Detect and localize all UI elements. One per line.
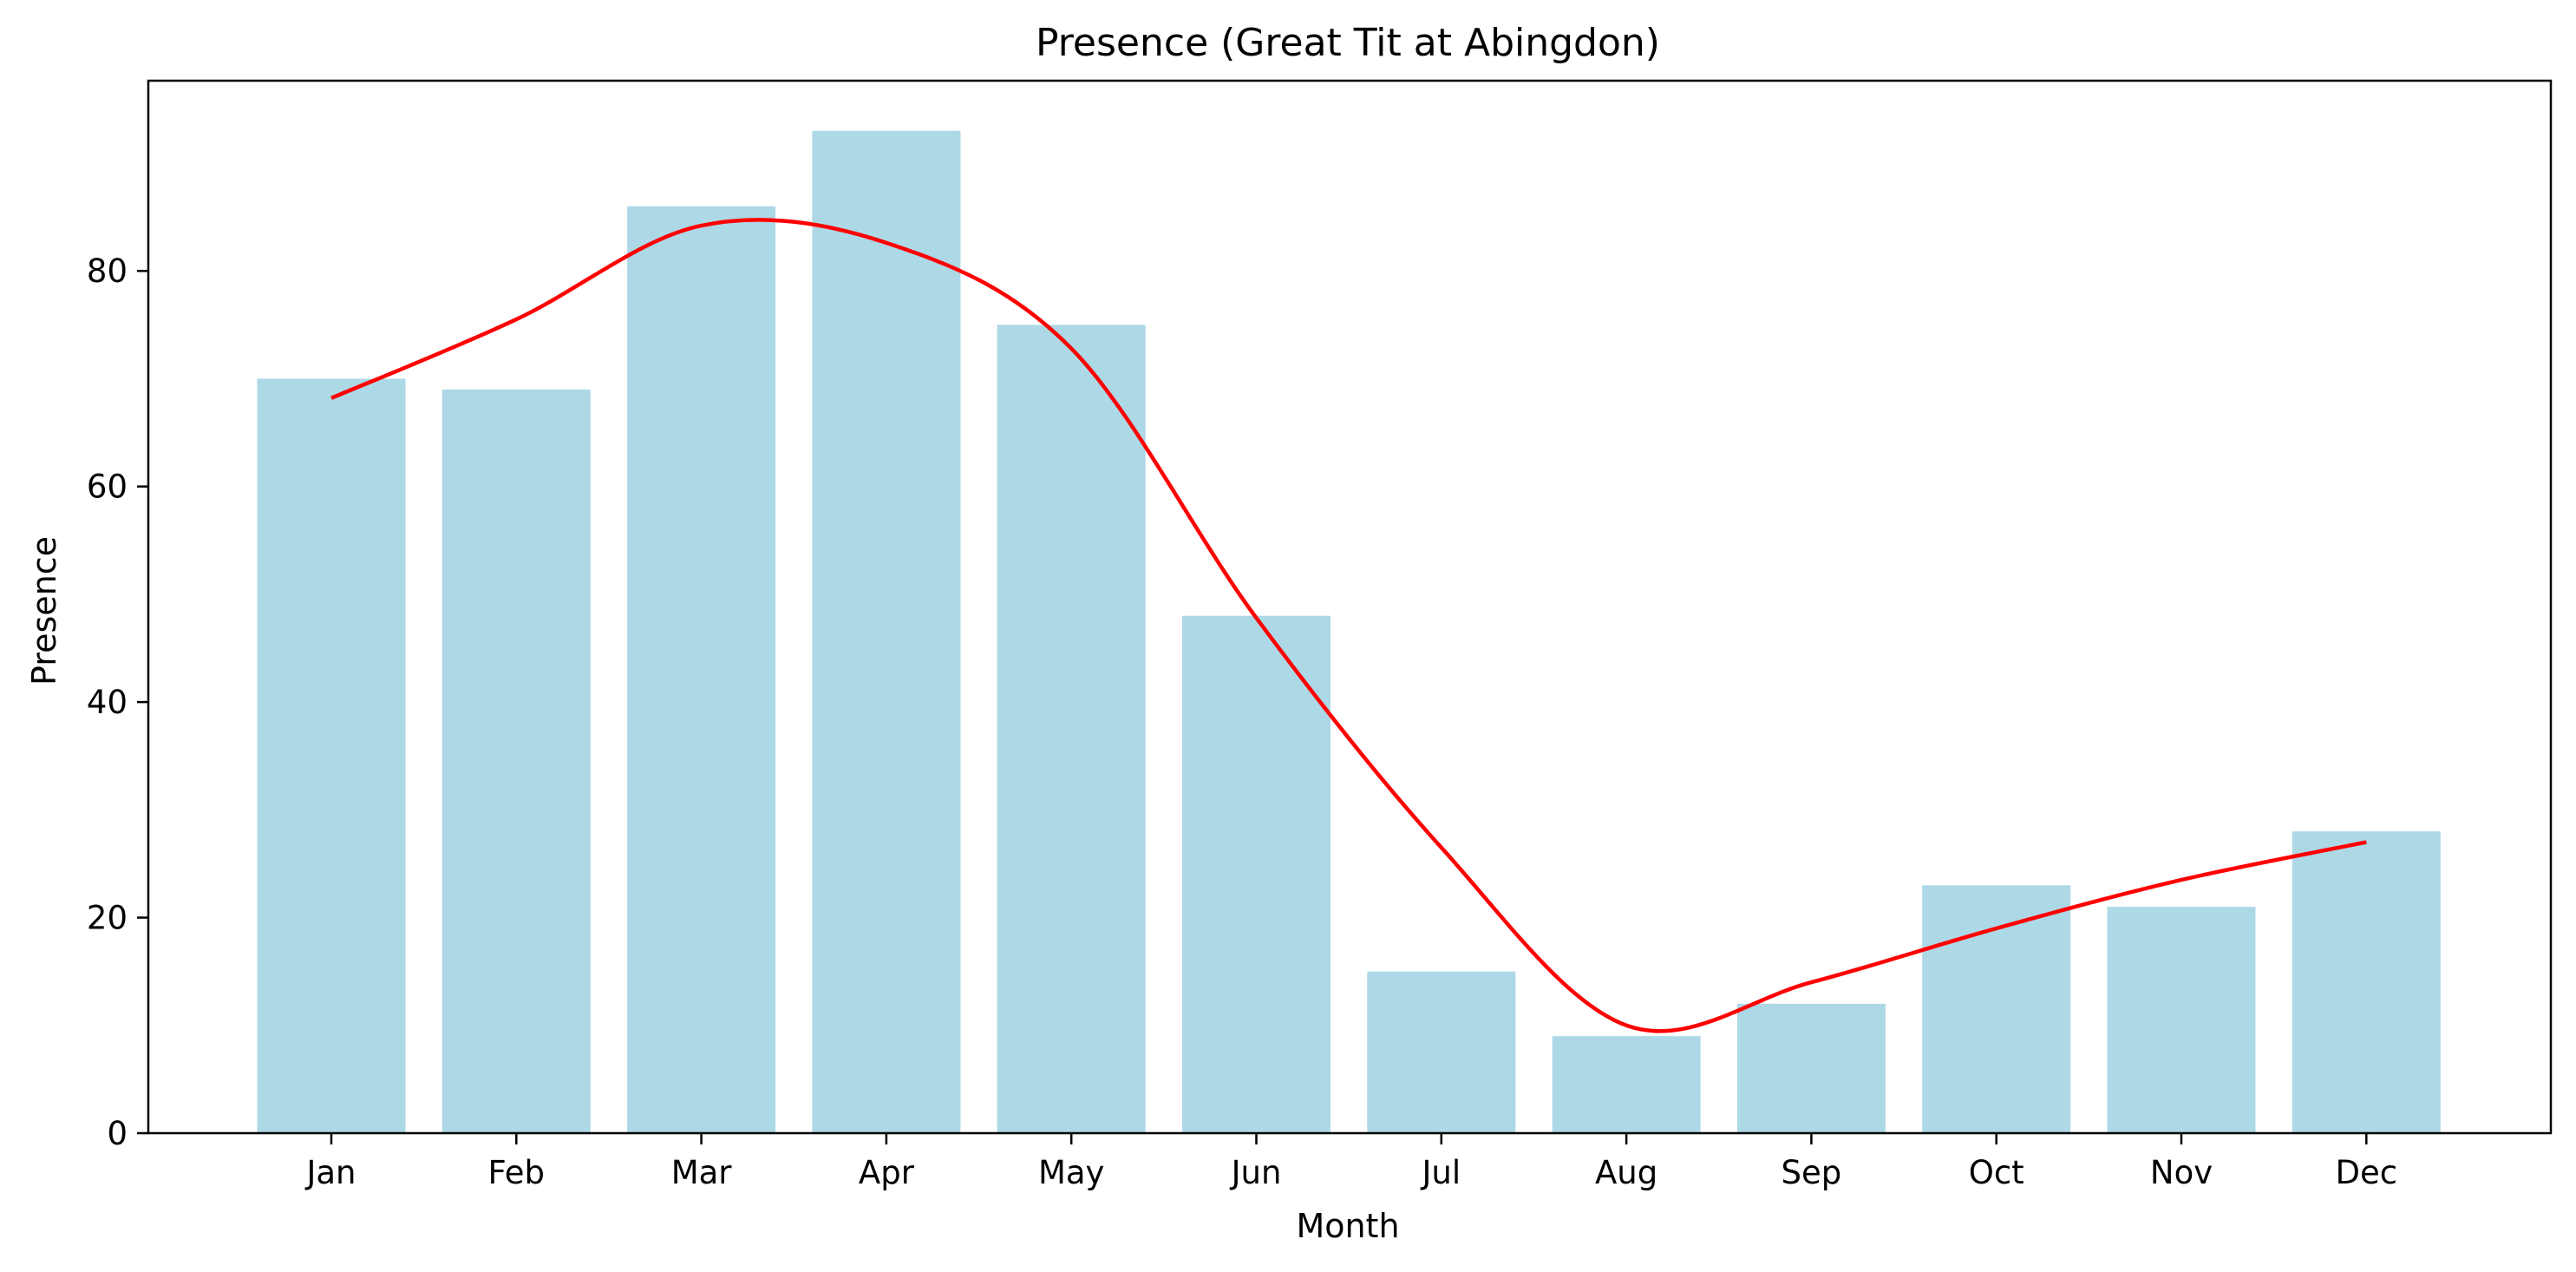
bar-oct	[1922, 885, 2071, 1133]
x-tick-label-apr: Apr	[859, 1154, 915, 1191]
x-tick-label-may: May	[1038, 1154, 1105, 1191]
bar-dec	[2292, 831, 2441, 1133]
plot-frame	[147, 79, 2553, 1135]
bar-jan	[257, 378, 406, 1133]
x-tick-label-oct: Oct	[1969, 1154, 2024, 1191]
x-tick-label-sep: Sep	[1782, 1154, 1842, 1191]
x-axis-label: Month	[1296, 1207, 1399, 1245]
bar-mar	[627, 206, 776, 1134]
bar-may	[997, 325, 1146, 1133]
chart-title: Presence (Great Tit at Abingdon)	[1036, 21, 1660, 65]
x-axis-ticks: Jan Feb Mar Apr May Jun Jul Aug Sep Oct Nov Dec	[304, 1133, 2397, 1191]
bar-jun	[1182, 615, 1330, 1133]
y-tick-label-20: 20	[87, 900, 127, 937]
trend-line-layer	[330, 218, 2367, 1033]
bar-aug	[1552, 1036, 1701, 1133]
y-tick-label-80: 80	[87, 252, 127, 290]
x-tick-label-nov: Nov	[2150, 1154, 2213, 1191]
x-tick-label-jun: Jun	[1230, 1154, 1282, 1191]
x-tick-label-jul: Jul	[1420, 1154, 1461, 1191]
y-axis-ticks: 0 20 40 60 80	[87, 252, 148, 1152]
bars-layer	[257, 130, 2441, 1134]
x-tick-label-dec: Dec	[2335, 1154, 2397, 1191]
y-axis-label: Presence	[25, 536, 63, 685]
x-tick-label-aug: Aug	[1595, 1154, 1657, 1191]
x-tick-label-mar: Mar	[671, 1154, 733, 1191]
bar-nov	[2107, 907, 2256, 1133]
bar-sep	[1736, 1003, 1886, 1133]
bar-feb	[441, 389, 591, 1133]
x-tick-label-jan: Jan	[304, 1154, 356, 1191]
y-tick-label-40: 40	[87, 684, 127, 721]
x-tick-label-feb: Feb	[488, 1154, 546, 1191]
y-tick-label-60: 60	[87, 469, 127, 506]
y-tick-label-0: 0	[107, 1115, 127, 1152]
bar-apr	[812, 130, 961, 1133]
bar-jul	[1367, 971, 1516, 1133]
trend-line	[330, 218, 2367, 1033]
